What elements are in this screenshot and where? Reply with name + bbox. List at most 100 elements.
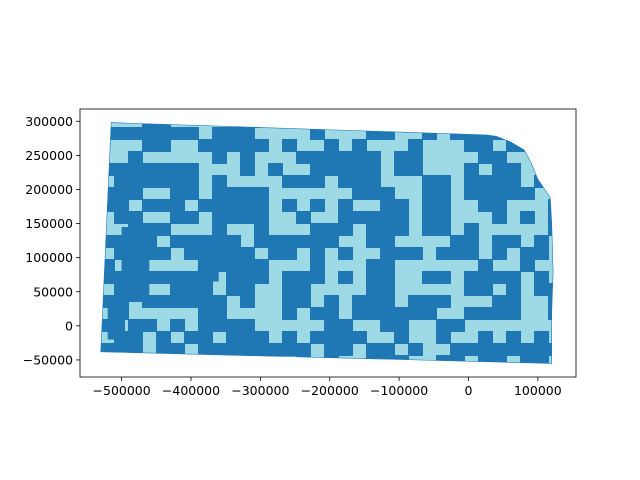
region-cell: [226, 187, 241, 200]
state-outline: [100, 122, 554, 364]
region-cell: [114, 199, 129, 212]
region-cell: [310, 163, 325, 176]
region-cell: [184, 295, 199, 308]
region-cell: [492, 163, 507, 176]
region-cell: [114, 175, 129, 188]
region-cell: [324, 307, 339, 320]
region-cell: [212, 319, 227, 332]
region-cell: [142, 122, 171, 140]
region-cell: [380, 319, 409, 332]
region-cell: [408, 343, 423, 356]
x-tick-label: −500000: [93, 383, 151, 398]
region-cell: [338, 343, 353, 356]
region-cell: [226, 319, 241, 332]
region-cell: [366, 211, 381, 224]
region-cell: [310, 307, 325, 320]
region-cell: [520, 211, 535, 224]
region-cell: [310, 259, 325, 272]
region-cell: [324, 355, 339, 364]
region-cell: [184, 211, 199, 224]
region-cell: [254, 235, 269, 248]
region-cell: [422, 271, 451, 284]
region-cell: [436, 199, 451, 212]
region-cell: [338, 271, 353, 284]
region-cell: [254, 211, 269, 236]
region-cell: [394, 163, 423, 176]
region-cell: [492, 295, 507, 308]
region-cell: [366, 259, 381, 272]
region-cell: [436, 122, 451, 128]
region-cell: [352, 151, 367, 164]
region-cell: [310, 199, 325, 212]
region-cell: [240, 247, 255, 260]
region-cell: [338, 211, 353, 224]
region-cell: [226, 343, 241, 356]
region-cell: [212, 175, 227, 200]
region-cell: [506, 187, 521, 200]
region-cell: [170, 283, 185, 296]
region-cell: [492, 307, 507, 320]
region-cell: [324, 151, 339, 164]
region-cell: [226, 271, 241, 284]
region-cell: [436, 247, 451, 260]
region-cell: [380, 295, 395, 308]
region-cell: [310, 223, 325, 236]
region-cell: [268, 122, 283, 128]
region-cell: [436, 223, 451, 236]
region-cell: [170, 319, 185, 332]
region-cell: [506, 307, 521, 320]
region-cell: [212, 139, 227, 164]
region-cell: [100, 235, 115, 248]
region-cell: [212, 235, 227, 248]
region-cell: [408, 151, 423, 164]
region-cell: [506, 122, 521, 128]
region-cell: [296, 271, 325, 284]
y-axis: 300000 250000 200000 150000 100000 50000 0 −500…: [23, 114, 80, 367]
region-cell: [380, 271, 395, 284]
region-cell: [268, 343, 283, 356]
region-cell: [366, 307, 381, 320]
region-cell: [240, 211, 255, 224]
region-cell: [254, 122, 269, 128]
region-cell: [254, 187, 269, 200]
region-cell: [436, 331, 451, 344]
region-cell: [198, 343, 213, 356]
region-cell: [296, 151, 311, 164]
region-cell: [492, 343, 507, 356]
region-cell: [478, 199, 493, 212]
region-cell: [184, 163, 199, 176]
region-cell: [352, 211, 367, 224]
region-cell: [520, 122, 549, 140]
region-cell: [422, 122, 437, 140]
x-tick-label: −400000: [162, 383, 220, 398]
region-cell: [296, 211, 311, 224]
region-cell: [282, 122, 311, 128]
region-cell: [534, 122, 554, 128]
region-cell: [534, 175, 554, 188]
region-cell: [366, 127, 395, 140]
region-cell: [506, 295, 521, 308]
y-tick-label: 50000: [33, 284, 73, 299]
y-tick-label: 250000: [25, 148, 73, 163]
region-cell: [450, 343, 465, 356]
region-cell: [436, 211, 451, 224]
region-cell: [380, 283, 395, 296]
region-cell: [240, 199, 255, 212]
region-cell: [492, 355, 507, 364]
region-cell: [520, 247, 535, 260]
region-cell: [156, 295, 185, 308]
region-cell: [492, 151, 507, 164]
region-cell: [114, 163, 129, 176]
region-cell: [422, 175, 451, 188]
region-cell: [254, 355, 269, 364]
region-cell: [548, 139, 554, 152]
region-cell: [184, 331, 199, 344]
region-cell: [506, 175, 521, 188]
region-cell: [450, 319, 465, 332]
region-cell: [464, 175, 479, 188]
region-cell: [198, 295, 227, 308]
region-cell: [338, 199, 353, 212]
region-cell: [170, 355, 199, 364]
